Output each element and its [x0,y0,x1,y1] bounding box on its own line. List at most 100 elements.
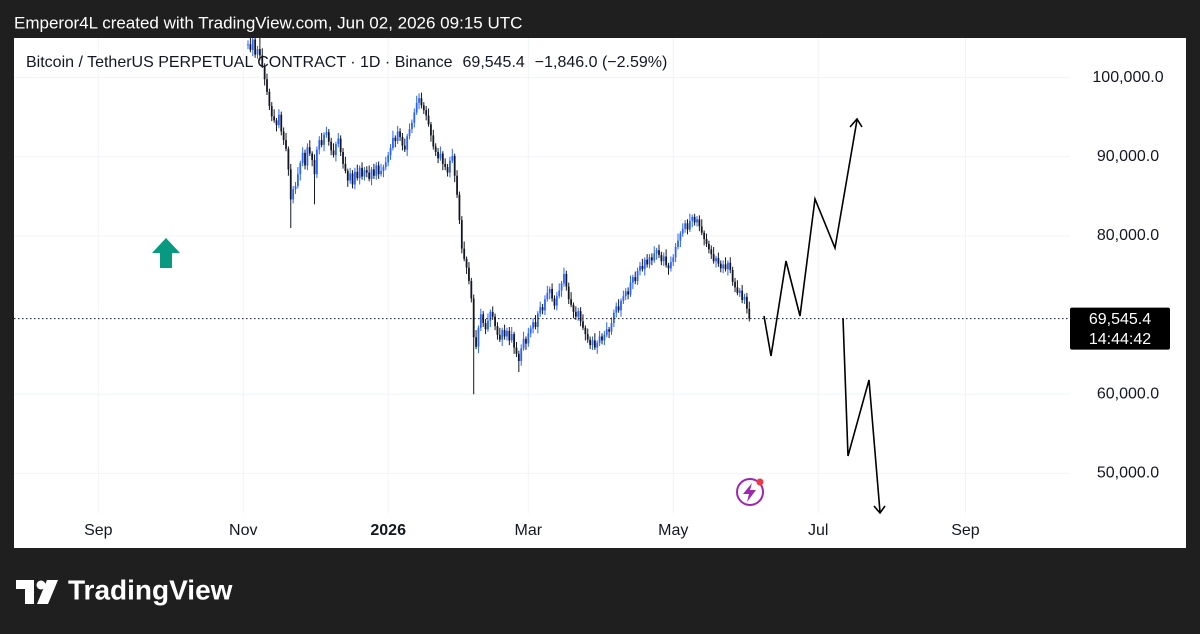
candle-body [515,347,518,354]
brand-logo [16,580,58,604]
last-price-label: 69,545.4 [1089,311,1151,328]
candle-body [439,153,442,159]
candle-body [475,337,477,347]
candle-body [491,311,494,317]
candle-body [273,116,276,121]
candle-body [313,159,316,175]
candle-body [270,106,273,117]
candle-body [325,132,328,135]
candle-body [280,114,283,132]
candle-body [677,240,679,247]
candle-body [277,114,280,126]
candle-body [256,49,259,55]
candle-body [496,326,499,335]
candle-body [660,254,663,262]
candle-body [430,124,432,136]
candle-body [247,44,249,46]
candle-body [377,165,380,175]
candle-body [294,186,297,190]
candle-body [394,137,397,141]
candle-body [403,145,406,150]
candle-body [384,162,387,168]
candle-body [354,171,356,185]
candle-body [420,98,423,106]
candle-body [389,148,392,156]
candle-body [370,169,373,179]
x-tick-label: Mar [515,522,543,539]
candle-body [263,65,266,80]
alert-icon[interactable] [736,478,764,506]
long-arrow-icon [152,238,180,268]
candle-body [282,131,285,141]
candle-body [301,152,304,164]
alert-bolt [743,483,756,502]
candle-body [631,277,634,283]
candle-body [672,257,675,263]
candle-body [522,338,525,349]
candle-body [738,290,741,293]
candle-body [382,167,385,171]
candle-body [551,288,553,299]
candle-body [458,194,461,221]
candle-body [489,311,492,321]
candle-body [539,307,542,314]
logo-dot [36,580,46,590]
alert-dot [756,478,764,486]
candle-body [589,339,592,346]
candle-body [460,220,463,249]
candle-body [358,167,361,179]
candle-body [335,144,337,156]
candle-body [373,169,375,176]
candle-body [650,257,653,261]
candle-body [700,226,703,233]
candle-body [622,296,625,301]
candle-body [601,336,603,341]
candle-body [344,163,347,171]
candle-body [422,105,425,111]
candle-body [472,298,475,338]
x-tick-label: 2026 [370,522,406,539]
candle-body [444,163,447,168]
projection-up [763,119,858,357]
chart-panel [14,38,1186,548]
candle-body [510,334,513,341]
y-tick-label: 60,000.0 [1097,385,1159,402]
candle-body [574,311,577,317]
candle-body [558,290,561,297]
candle-body [453,155,456,176]
candle-body [593,340,596,348]
candle-body [275,120,278,126]
candle-body [608,329,611,332]
candle-body [746,296,748,309]
candle-body [323,134,325,145]
candle-body [308,147,311,154]
candle-body [249,44,252,50]
candle-body [406,136,409,150]
candle-body [368,172,371,179]
candle-body [451,155,454,161]
candle-body [546,292,549,300]
y-tick-label: 50,000.0 [1097,465,1159,482]
x-tick-label: Sep [84,522,113,539]
x-tick-label: Sep [951,522,980,539]
candle-body [570,299,573,305]
candle-body [567,286,570,300]
candle-body [285,140,287,149]
candle-body [513,334,515,348]
candle-body [717,258,720,264]
candle-body [603,334,606,341]
candle-body [517,353,520,361]
candle-body [707,243,710,250]
candle-body [375,165,378,176]
candle-body [494,316,496,327]
candle-body [591,340,594,346]
candle-body [479,314,482,328]
candle-body [553,298,556,306]
candle-body [342,152,344,164]
candle-body [634,277,637,282]
candle-body [449,160,451,173]
symbol-title: Bitcoin / TetherUS PERPETUAL CONTRACT · … [26,54,453,71]
y-tick-label: 100,000.0 [1092,69,1163,86]
candle-body [705,239,708,244]
